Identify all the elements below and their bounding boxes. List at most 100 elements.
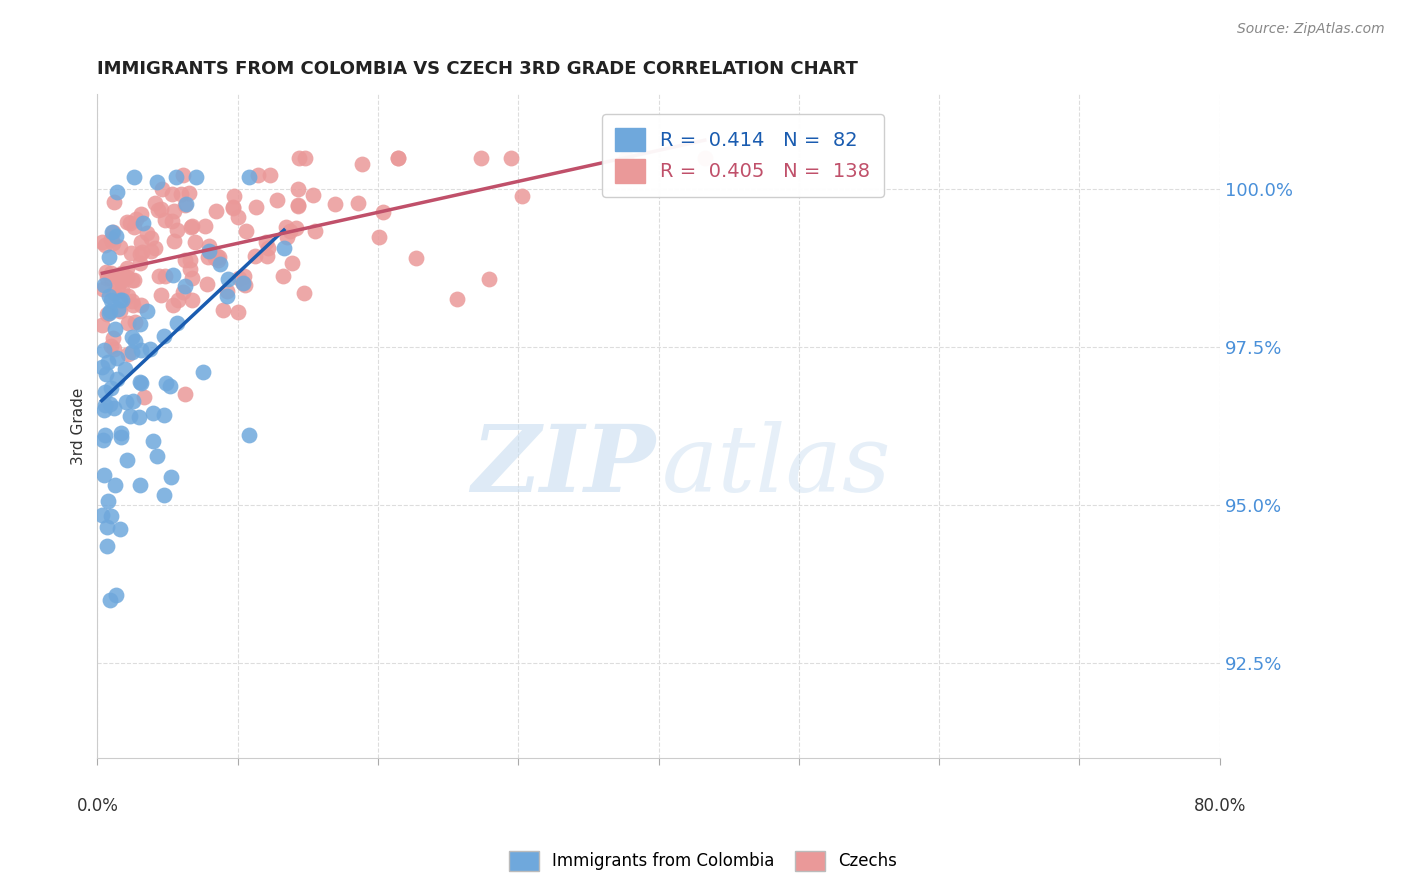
Point [93, 403, 115, 417]
Point [153, 268, 176, 283]
Text: Source: ZipAtlas.com: Source: ZipAtlas.com [1237, 22, 1385, 37]
Point [693, 151, 716, 165]
Point [96, 520, 118, 534]
Point [174, 252, 197, 267]
Point [91, 360, 114, 375]
Point [97, 250, 120, 264]
Point [124, 314, 146, 328]
Point [110, 425, 132, 440]
Point [256, 241, 278, 255]
Point [135, 226, 157, 240]
Point [101, 235, 124, 250]
Y-axis label: 3rd Grade: 3rd Grade [72, 387, 86, 465]
Point [146, 450, 169, 464]
Point [150, 182, 173, 196]
Point [292, 286, 315, 301]
Point [110, 304, 132, 318]
Point [224, 189, 246, 203]
Point [179, 253, 201, 268]
Point [160, 214, 183, 228]
Point [129, 375, 152, 389]
Point [304, 224, 326, 238]
Point [100, 509, 122, 524]
Point [100, 293, 122, 308]
Point [198, 244, 221, 258]
Legend: R =  0.414   N =  82, R =  0.405   N =  138: R = 0.414 N = 82, R = 0.405 N = 138 [602, 114, 884, 196]
Point [93, 278, 115, 293]
Text: IMMIGRANTS FROM COLOMBIA VS CZECH 3RD GRADE CORRELATION CHART: IMMIGRANTS FROM COLOMBIA VS CZECH 3RD GR… [97, 60, 858, 78]
Point [152, 409, 174, 423]
Point [150, 287, 173, 301]
Point [101, 225, 124, 239]
Point [100, 339, 122, 353]
Point [387, 151, 409, 165]
Point [139, 244, 162, 259]
Point [108, 523, 131, 537]
Point [90, 508, 112, 523]
Point [143, 196, 166, 211]
Point [100, 270, 122, 285]
Point [153, 487, 176, 501]
Point [208, 250, 231, 264]
Point [478, 272, 501, 286]
Point [121, 330, 143, 344]
Point [129, 247, 152, 261]
Point [165, 169, 187, 184]
Point [110, 274, 132, 288]
Point [162, 297, 184, 311]
Point [614, 151, 637, 165]
Point [510, 189, 533, 203]
Point [238, 428, 260, 442]
Point [103, 194, 125, 209]
Point [136, 304, 159, 318]
Point [103, 401, 125, 415]
Point [129, 256, 152, 270]
Point [129, 343, 152, 358]
Point [91, 433, 114, 447]
Point [352, 156, 374, 170]
Point [100, 266, 122, 280]
Point [145, 175, 167, 189]
Point [100, 381, 122, 395]
Point [280, 256, 302, 270]
Point [302, 188, 325, 202]
Point [276, 230, 298, 244]
Point [159, 379, 181, 393]
Point [122, 298, 145, 312]
Point [160, 187, 183, 202]
Point [181, 219, 204, 234]
Point [98, 592, 121, 607]
Point [91, 235, 114, 249]
Point [117, 215, 139, 229]
Point [162, 268, 184, 282]
Point [100, 225, 122, 239]
Point [96, 539, 118, 553]
Point [100, 232, 122, 246]
Point [121, 345, 143, 359]
Point [245, 200, 267, 214]
Point [204, 251, 226, 265]
Point [115, 260, 138, 275]
Point [111, 266, 134, 280]
Point [107, 301, 129, 316]
Point [180, 293, 202, 307]
Point [108, 268, 131, 283]
Point [217, 272, 239, 286]
Point [129, 478, 152, 492]
Point [191, 366, 214, 380]
Point [163, 234, 186, 248]
Point [118, 216, 141, 230]
Point [101, 331, 124, 345]
Point [111, 293, 134, 307]
Point [153, 329, 176, 343]
Point [160, 470, 183, 484]
Text: ZIP: ZIP [471, 421, 655, 511]
Point [174, 198, 197, 212]
Point [287, 198, 309, 212]
Point [93, 468, 115, 483]
Point [129, 317, 152, 331]
Point [125, 211, 148, 226]
Point [215, 288, 238, 302]
Point [205, 249, 228, 263]
Point [96, 307, 118, 321]
